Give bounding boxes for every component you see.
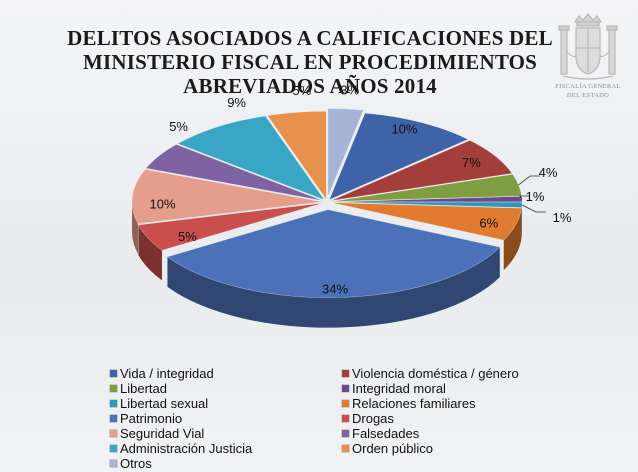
- pie-slice-administracion-justicia: [177, 115, 325, 201]
- legend-label-orden-publico: Orden público: [352, 441, 433, 456]
- data-label-orden-publico: 5%: [292, 83, 311, 98]
- pie-slice-side-patrimonio: [167, 247, 500, 328]
- legend-label-relaciones-familiares: Relaciones familiares: [352, 396, 476, 411]
- legend-item-patrimonio: Patrimonio: [110, 411, 332, 426]
- data-label-relaciones-familiares: 6%: [479, 216, 498, 231]
- legend-label-vida-integridad: Vida / integridad: [120, 366, 214, 381]
- data-label-violencia-domestica-genero: 7%: [462, 155, 481, 170]
- legend-label-seguridad-vial: Seguridad Vial: [120, 426, 205, 441]
- pie-slice-drogas: [137, 202, 323, 251]
- legend-item-relaciones-familiares: Relaciones familiares: [342, 396, 564, 411]
- legend-item-violencia-domestica-genero: Violencia doméstica / género: [342, 366, 564, 381]
- legend-swatch-otros: [110, 460, 117, 467]
- legend-item-falsedades: Falsedades: [342, 426, 564, 441]
- legend-item-libertad-sexual: Libertad sexual: [110, 396, 332, 411]
- data-label-patrimonio: 34%: [322, 281, 348, 296]
- legend-swatch-integridad-moral: [342, 385, 349, 392]
- pie-slice-falsedades: [145, 144, 323, 201]
- pie-top-layer: [131, 108, 523, 298]
- legend-swatch-drogas: [342, 415, 349, 422]
- chart-title-line-1: DELITOS ASOCIADOS A CALIFICACIONES DEL: [67, 26, 553, 50]
- legend-label-otros: Otros: [120, 456, 152, 471]
- legend-swatch-orden-publico: [342, 445, 349, 452]
- data-label-drogas: 5%: [178, 229, 197, 244]
- pie-slice-side-relaciones-familiares: [503, 208, 522, 271]
- pie-slice-side-seguridad-vial: [132, 201, 138, 254]
- legend-item-seguridad-vial: Seguridad Vial: [110, 426, 332, 441]
- data-label-administracion-justicia: 9%: [227, 95, 246, 110]
- legend-item-administracion-justicia: Administración Justicia: [110, 441, 332, 456]
- chart-title-line-2: MINISTERIO FISCAL EN PROCEDIMIENTOS: [82, 50, 538, 74]
- legend-label-drogas: Drogas: [352, 411, 394, 426]
- legend-swatch-seguridad-vial: [110, 430, 117, 437]
- data-label-otros: 3%: [340, 83, 359, 98]
- legend-swatch-falsedades: [342, 430, 349, 437]
- leader-line-integridad-moral: [519, 195, 530, 200]
- legend-swatch-patrimonio: [110, 415, 117, 422]
- data-label-seguridad-vial: 10%: [150, 196, 176, 211]
- chart-title-line-3: ABREVIADOS AÑOS 2014: [183, 74, 437, 98]
- chart-title: DELITOS ASOCIADOS A CALIFICACIONES DEL M…: [60, 26, 560, 98]
- legend-label-libertad: Libertad: [120, 381, 167, 396]
- data-label-vida-integridad: 10%: [391, 121, 417, 136]
- pie-slice-orden-publico: [266, 110, 327, 201]
- legend-label-falsedades: Falsedades: [352, 426, 420, 441]
- legend-item-vida-integridad: Vida / integridad: [110, 366, 332, 381]
- legend-item-drogas: Drogas: [342, 411, 564, 426]
- pie-labels-layer: 3% 10% 7% 4% 1% 1% 6% 34% 5% 10% 5% 9% 5%: [150, 83, 572, 297]
- pie-slice-relaciones-familiares: [331, 202, 522, 241]
- leader-line-libertad: [518, 175, 540, 186]
- legend-swatch-libertad: [110, 385, 117, 392]
- pie-slice-violencia-domestica-genero: [331, 140, 513, 201]
- legend-swatch-administracion-justicia: [110, 445, 117, 452]
- leader-line-libertad-sexual: [521, 204, 546, 213]
- legend-label-integridad-moral: Integridad moral: [352, 381, 446, 396]
- emblem-caption-line-1: FISCALÍA GENERAL: [555, 83, 621, 90]
- legend-swatch-relaciones-familiares: [342, 400, 349, 407]
- data-label-falsedades: 5%: [169, 119, 188, 134]
- chart-legend: Vida / integridad Violencia doméstica / g…: [110, 366, 570, 471]
- coat-of-arms-icon: [558, 13, 618, 80]
- pie-slice-otros: [327, 108, 364, 197]
- legend-item-orden-publico: Orden público: [342, 441, 564, 456]
- pie-slice-patrimonio: [166, 209, 501, 298]
- legend-swatch-libertad-sexual: [110, 400, 117, 407]
- legend-item-otros: Otros: [110, 456, 332, 471]
- legend-label-administracion-justicia: Administración Justicia: [120, 441, 253, 456]
- legend-swatch-vida-integridad: [110, 370, 117, 377]
- legend-label-libertad-sexual: Libertad sexual: [120, 396, 209, 411]
- pie-slice-vida-integridad: [328, 112, 469, 201]
- legend-item-libertad: Libertad: [110, 381, 332, 396]
- data-label-libertad: 4%: [539, 165, 558, 180]
- data-label-integridad-moral: 1%: [526, 189, 545, 204]
- legend-item-integridad-moral: Integridad moral: [342, 381, 564, 396]
- emblem-caption-line-2: DEL ESTADO: [566, 92, 610, 99]
- pie-slice-side-drogas: [138, 224, 162, 281]
- legend-swatch-violencia-domestica-genero: [342, 370, 349, 377]
- legend-label-violencia-domestica-genero: Violencia doméstica / género: [352, 366, 519, 381]
- pie-slice-seguridad-vial: [131, 169, 323, 225]
- emblem-caption: FISCALÍA GENERAL DEL ESTADO: [548, 82, 628, 100]
- data-label-libertad-sexual: 1%: [553, 210, 572, 225]
- legend-label-patrimonio: Patrimonio: [120, 411, 183, 426]
- pie-depth-layer: [132, 201, 522, 328]
